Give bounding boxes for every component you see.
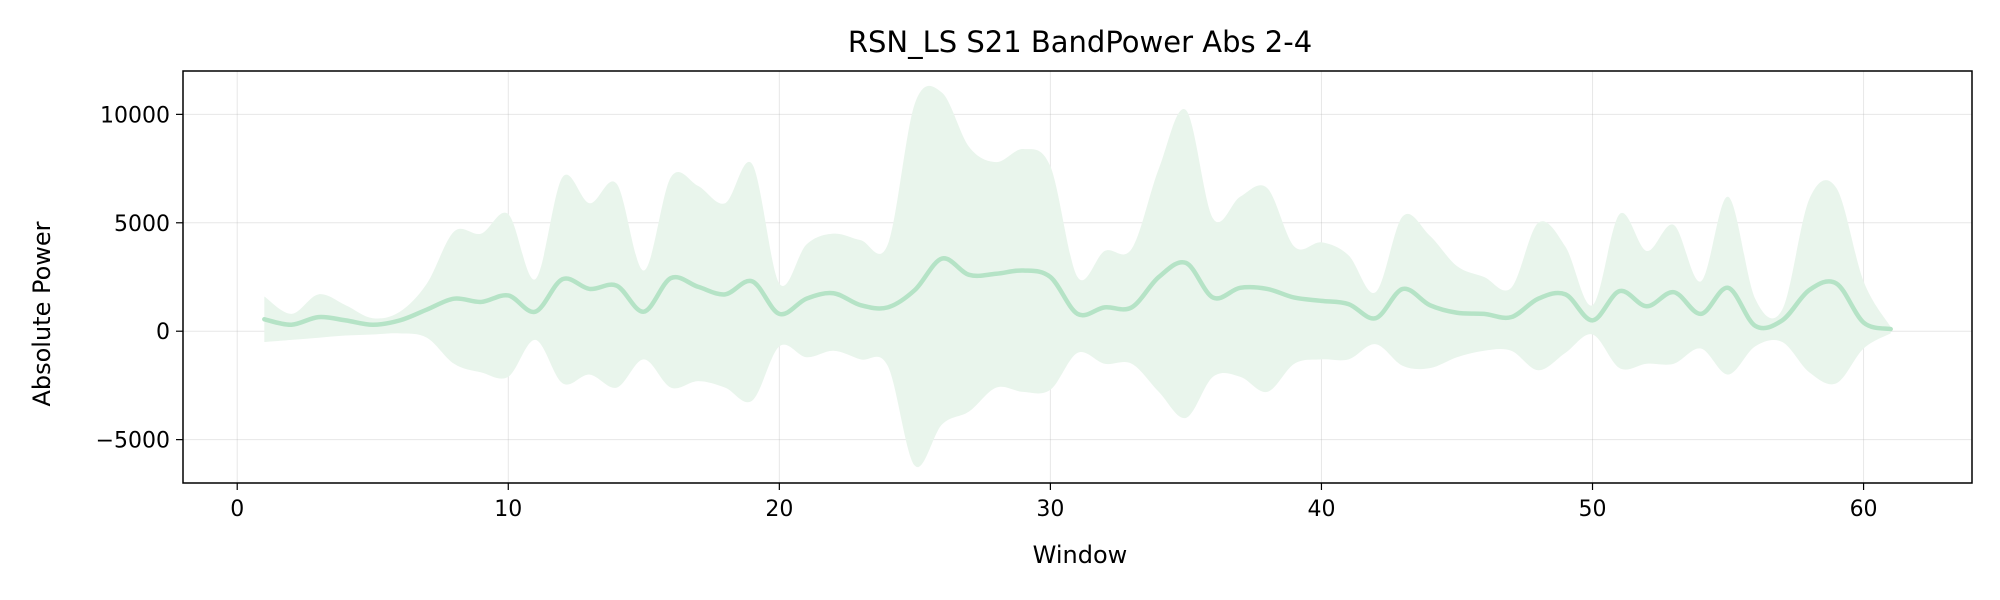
x-tick-label: 40	[1307, 497, 1335, 522]
spread-band	[264, 85, 1891, 468]
y-tick-label: −5000	[96, 429, 170, 454]
y-tick-label: 0	[156, 320, 170, 345]
x-tick-label: 50	[1579, 497, 1607, 522]
x-tick-label: 10	[494, 497, 522, 522]
y-axis-label: Absolute Power	[28, 221, 56, 406]
x-tick-label: 0	[230, 497, 244, 522]
x-axis-label: Window	[1033, 541, 1128, 569]
x-tick-label: 60	[1850, 497, 1878, 522]
x-tick-label: 30	[1036, 497, 1064, 522]
plot-frame	[182, 70, 1973, 484]
plot-area	[262, 85, 1893, 468]
y-tick-label: 10000	[100, 103, 170, 128]
x-axis: 0 10 20 30 40 50 60	[230, 483, 1878, 522]
x-tick-label: 20	[765, 497, 793, 522]
chart-title: RSN_LS S21 BandPower Abs 2-4	[848, 25, 1312, 59]
mean-line	[262, 256, 1893, 332]
y-axis: −5000 0 5000 10000	[96, 103, 183, 454]
y-tick-label: 5000	[114, 212, 170, 237]
